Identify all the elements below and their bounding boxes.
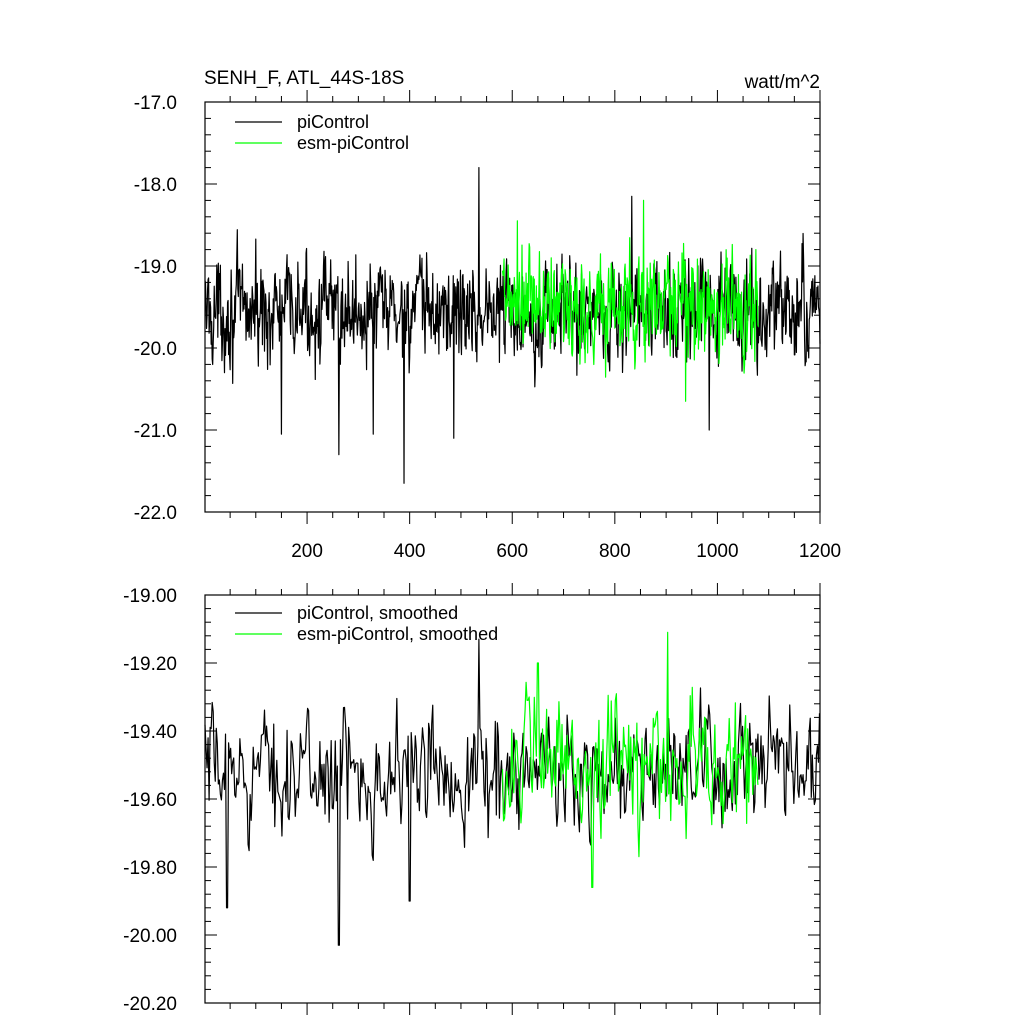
- top-legend-label-picontrol: piControl: [297, 112, 369, 132]
- top-y-axis: -17.0 -18.0 -19.0 -20.0 -21.0 -22.0: [134, 93, 820, 524]
- y-tick-label: -19.20: [123, 654, 177, 675]
- y-tick-label: -17.0: [134, 93, 177, 114]
- x-tick-label: 1000: [696, 541, 738, 562]
- top-panel-units: watt/m^2: [744, 72, 820, 93]
- top-plot-area: [204, 167, 821, 484]
- top-panel: SENH_F, ATL_44S-18S watt/m^2 -17.0-18.0-…: [134, 68, 841, 562]
- x-tick-label: 1200: [799, 541, 841, 562]
- x-tick-label: 600: [496, 541, 528, 562]
- series-line-picontrol-smoothed: [204, 638, 821, 946]
- bottom-plot-area: [204, 631, 821, 946]
- top-x-axis: 200 400 600 800 1000 1200: [229, 90, 841, 562]
- y-tick-label: -19.60: [123, 790, 177, 811]
- bottom-y-axis: -19.00 -19.20 -19.40 -19.60 -19.80 -20.00 -20.…: [123, 586, 820, 1015]
- y-tick-label: -20.00: [123, 926, 177, 947]
- bottom-legend: piControl, smoothed esm-piControl, smoot…: [235, 603, 498, 644]
- bottom-legend-label-esm-picontrol: esm-piControl, smoothed: [297, 624, 498, 644]
- series-line-esm-picontrol: [501, 199, 760, 402]
- x-tick-label: 200: [291, 541, 323, 562]
- x-tick-label: 400: [394, 541, 426, 562]
- y-tick-label: -19.80: [123, 858, 177, 879]
- bottom-legend-label-picontrol: piControl, smoothed: [297, 603, 458, 623]
- x-tick-label: 800: [599, 541, 631, 562]
- top-legend: piControl esm-piControl: [235, 112, 409, 153]
- y-tick-label: -19.40: [123, 722, 177, 743]
- top-panel-title: SENH_F, ATL_44S-18S: [204, 68, 404, 89]
- y-tick-label: -19.00: [123, 586, 177, 607]
- bottom-x-axis: [229, 583, 821, 1015]
- y-tick-label: -19.0: [134, 257, 177, 278]
- top-legend-label-esm-picontrol: esm-piControl: [297, 133, 409, 153]
- bottom-panel: -19.00 -19.20 -19.40 -19.60 -19.80 -20.00 -20.…: [123, 583, 821, 1015]
- series-line-esm-picontrol-smoothed: [501, 631, 759, 889]
- y-tick-label: -20.20: [123, 994, 177, 1015]
- y-tick-label: -21.0: [134, 421, 177, 442]
- y-tick-label: -20.0: [134, 339, 177, 360]
- y-tick-label: -22.0: [134, 503, 177, 524]
- y-tick-label: -18.0: [134, 175, 177, 196]
